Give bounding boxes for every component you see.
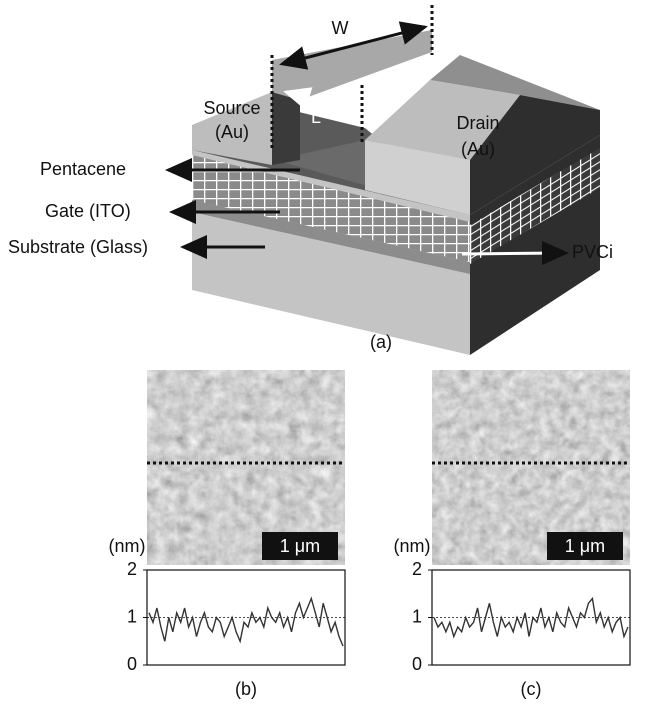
height-profile — [433, 596, 629, 639]
drain-label: Drain — [456, 113, 499, 133]
device-sketch — [165, 5, 600, 355]
axis-unit: (nm) — [109, 536, 146, 556]
y-tick-label: 2 — [127, 559, 137, 579]
height-profile — [148, 596, 344, 647]
panel-label: (c) — [521, 679, 542, 699]
pentacene-label: Pentacene — [40, 159, 126, 179]
source-label: Source — [203, 98, 260, 118]
source-label: (Au) — [215, 122, 249, 142]
y-tick-label: 0 — [127, 654, 137, 674]
scale-bar-label: 1 μm — [565, 536, 605, 556]
length-label: L — [311, 107, 321, 127]
dielectric-label: PVCi — [572, 242, 613, 262]
axis-unit: (nm) — [394, 536, 431, 556]
drain-label: (Au) — [461, 139, 495, 159]
scale-bar-label: 1 μm — [280, 536, 320, 556]
y-tick-label: 1 — [412, 606, 422, 626]
scale-bar-box — [547, 532, 623, 560]
scale-bar-box — [262, 532, 338, 560]
gate-label: Gate (ITO) — [45, 201, 131, 221]
y-tick-label: 0 — [412, 654, 422, 674]
panel-label: (b) — [235, 679, 257, 699]
width-label: W — [332, 18, 349, 38]
y-tick-label: 2 — [412, 559, 422, 579]
substrate-label: Substrate (Glass) — [8, 237, 148, 257]
y-tick-label: 1 — [127, 606, 137, 626]
panel-label: (a) — [370, 332, 392, 352]
